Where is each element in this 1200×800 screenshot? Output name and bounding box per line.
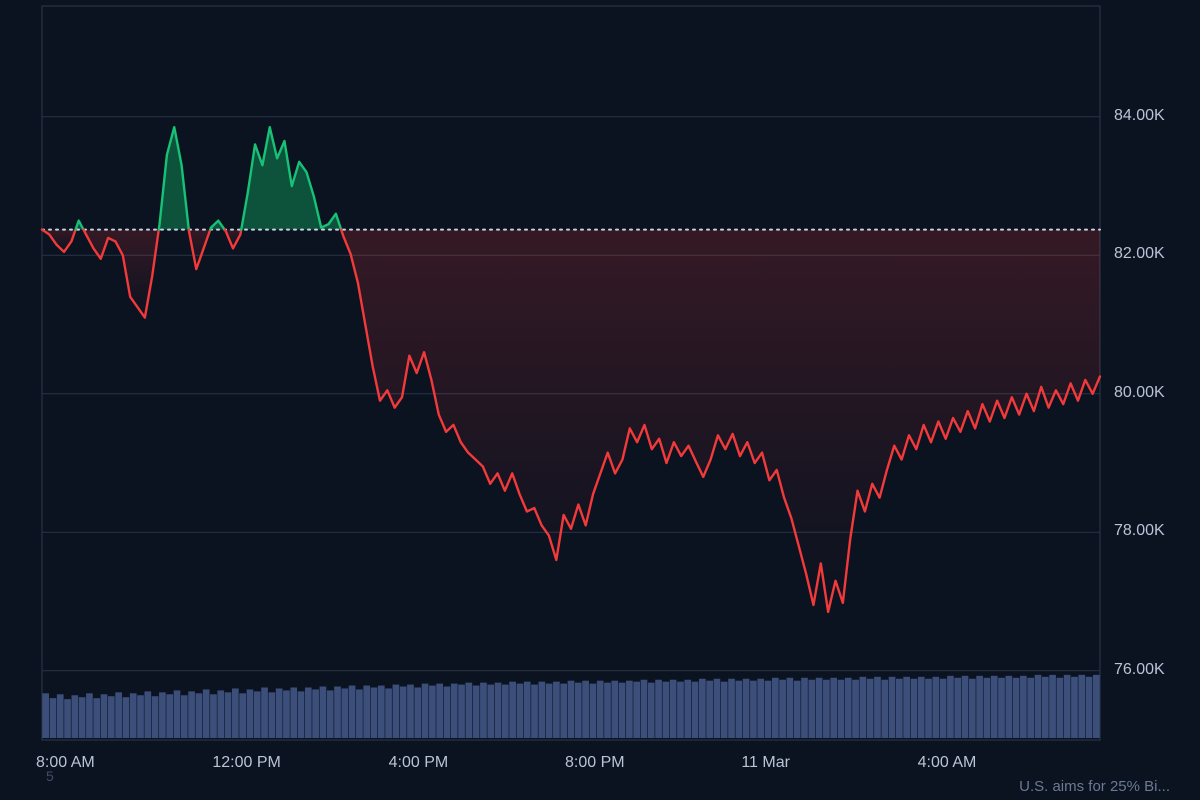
x-axis-label: 8:00 AM (36, 754, 95, 772)
y-axis-label: 76.00K (1114, 661, 1165, 679)
x-axis-label: 8:00 PM (565, 754, 625, 772)
x-axis-label: 4:00 PM (389, 754, 449, 772)
x-axis-label: 11 Mar (741, 754, 790, 772)
x-axis-label: 4:00 AM (918, 754, 977, 772)
news-ticker: U.S. aims for 25% Bi... (1019, 778, 1170, 795)
y-axis-label: 82.00K (1114, 245, 1165, 263)
y-axis-label: 78.00K (1114, 522, 1165, 540)
price-chart[interactable] (0, 0, 1200, 800)
y-axis-label: 80.00K (1114, 384, 1165, 402)
y-axis-label: 84.00K (1114, 107, 1165, 125)
x-axis-label: 12:00 PM (212, 754, 280, 772)
